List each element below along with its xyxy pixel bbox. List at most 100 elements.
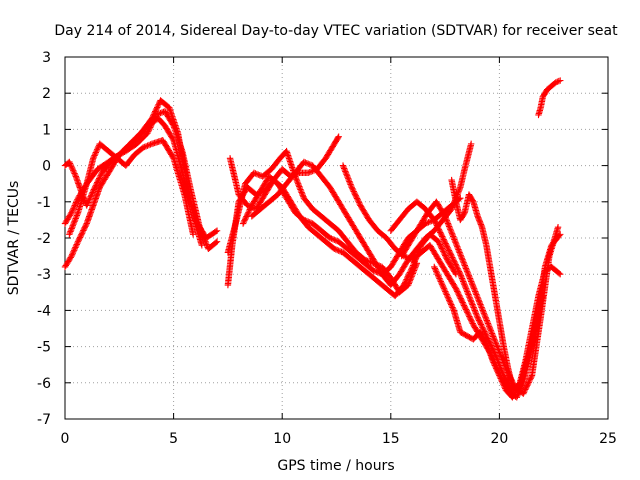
data-point — [454, 243, 461, 250]
data-point — [459, 299, 466, 306]
data-point — [474, 295, 482, 303]
data-point — [72, 171, 79, 179]
data-point — [441, 286, 448, 294]
data-point — [448, 229, 455, 236]
data-point — [459, 276, 466, 284]
data-point — [442, 240, 449, 247]
data-point — [353, 195, 361, 202]
data-point — [93, 180, 100, 188]
data-point — [154, 102, 162, 110]
data-point — [306, 161, 313, 168]
data-point — [306, 219, 313, 226]
data-point — [250, 169, 258, 177]
data-point — [468, 279, 475, 287]
data-point — [76, 234, 84, 241]
data-point — [462, 306, 470, 313]
data-point — [458, 298, 466, 305]
data-point — [83, 202, 90, 209]
data-point — [458, 296, 465, 304]
data-point — [169, 135, 177, 143]
data-point — [97, 172, 104, 179]
data-point — [297, 187, 305, 195]
data-point — [346, 178, 353, 185]
data-point — [520, 390, 527, 397]
data-point — [80, 225, 88, 233]
data-point — [196, 223, 203, 231]
data-point — [472, 308, 479, 316]
data-point — [488, 330, 496, 337]
data-point — [94, 177, 102, 185]
data-point — [244, 210, 251, 217]
data-point — [404, 273, 412, 280]
data-point — [202, 238, 209, 245]
data-point — [302, 217, 309, 224]
data-point — [86, 196, 93, 203]
data-point — [84, 199, 92, 206]
data-point — [351, 189, 358, 197]
data-point — [407, 267, 414, 275]
data-point — [306, 169, 313, 176]
data-point — [459, 257, 467, 265]
data-point — [498, 376, 505, 384]
data-point — [438, 243, 445, 251]
data-point — [70, 247, 78, 254]
data-point — [467, 316, 474, 323]
data-point — [496, 373, 504, 381]
data-point — [449, 304, 456, 311]
data-point — [492, 340, 500, 347]
data-point — [66, 160, 74, 167]
data-point — [465, 271, 472, 278]
series-track-4 — [66, 137, 197, 238]
data-point — [490, 359, 497, 366]
data-point — [555, 270, 563, 277]
data-point — [439, 234, 447, 242]
data-point — [201, 236, 209, 244]
data-point — [489, 333, 497, 340]
data-point — [471, 286, 478, 294]
data-point — [85, 197, 92, 205]
data-point — [472, 289, 479, 297]
data-point — [68, 225, 75, 232]
data-point — [468, 318, 476, 326]
data-point — [239, 220, 247, 227]
data-point — [488, 328, 495, 336]
data-point — [72, 242, 80, 250]
data-point — [246, 206, 253, 213]
data-point — [93, 147, 100, 155]
data-point — [443, 243, 451, 250]
data-point — [458, 253, 465, 261]
data-point — [252, 170, 259, 177]
data-point — [139, 144, 147, 151]
data-point — [557, 77, 564, 84]
data-point — [198, 228, 205, 235]
data-point — [151, 115, 158, 123]
data-point — [87, 193, 94, 200]
data-point — [70, 168, 78, 176]
data-point — [447, 251, 455, 258]
data-point — [509, 383, 516, 390]
data-point — [493, 341, 500, 349]
data-point — [431, 216, 438, 224]
data-point — [526, 376, 534, 383]
data-point — [457, 271, 464, 278]
data-point — [449, 255, 457, 263]
data-point — [447, 226, 454, 233]
data-point — [68, 251, 76, 258]
data-point — [464, 289, 472, 297]
data-point — [495, 346, 502, 353]
data-point — [344, 173, 351, 181]
grid — [65, 57, 608, 419]
data-point — [247, 203, 255, 211]
data-point — [440, 248, 447, 255]
data-point — [445, 221, 452, 229]
data-point — [442, 288, 449, 295]
data-point — [444, 294, 452, 301]
series-track-3 — [61, 108, 221, 253]
data-point — [464, 309, 471, 316]
data-point — [405, 270, 413, 278]
data-point — [351, 191, 359, 198]
data-point — [468, 298, 475, 305]
data-point — [212, 228, 220, 235]
data-point — [155, 101, 162, 108]
